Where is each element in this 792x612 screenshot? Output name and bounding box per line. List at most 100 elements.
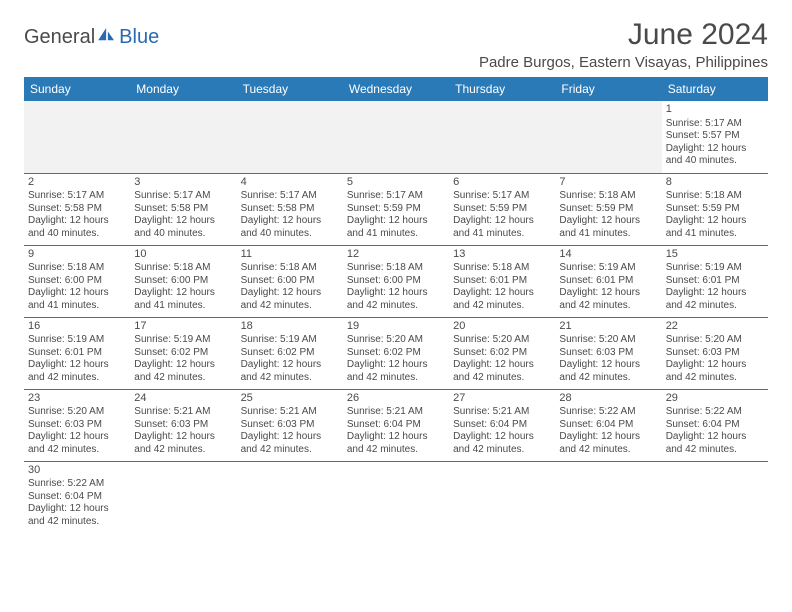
- day-cell: 28Sunrise: 5:22 AMSunset: 6:04 PMDayligh…: [555, 389, 661, 461]
- day-cell: 19Sunrise: 5:20 AMSunset: 6:02 PMDayligh…: [343, 317, 449, 389]
- sunset-text: Sunset: 5:59 PM: [559, 203, 657, 216]
- sunrise-text: Sunrise: 5:19 AM: [134, 334, 232, 347]
- day-cell: 30Sunrise: 5:22 AMSunset: 6:04 PMDayligh…: [24, 461, 130, 533]
- sunrise-text: Sunrise: 5:22 AM: [666, 406, 764, 419]
- sunset-text: Sunset: 6:04 PM: [666, 419, 764, 432]
- day-cell: 13Sunrise: 5:18 AMSunset: 6:01 PMDayligh…: [449, 245, 555, 317]
- daylight-text: Daylight: 12 hours and 42 minutes.: [347, 287, 445, 312]
- calendar-row: 16 Sunrise: 5:19 AM Sunset: 6:01 PM Dayligh…: [24, 317, 768, 389]
- sunrise-text: Sunrise: 5:18 AM: [241, 262, 339, 275]
- sunset-text: Sunset: 5:59 PM: [666, 203, 764, 216]
- weekday-header: Sunday: [24, 77, 130, 101]
- day-number: 24: [134, 392, 232, 406]
- sunrise-text: Sunrise: 5:17 AM: [241, 190, 339, 203]
- sunset-text: Sunset: 6:04 PM: [347, 419, 445, 432]
- day-number: 21: [559, 320, 657, 334]
- calendar-row: 30Sunrise: 5:22 AMSunset: 6:04 PMDayligh…: [24, 461, 768, 533]
- sunset-text: Sunset: 5:58 PM: [28, 203, 126, 216]
- sunset-text: Sunset: 6:04 PM: [28, 491, 126, 504]
- sunrise-text: Sunrise: 5:17 AM: [453, 190, 551, 203]
- calendar-row: 9Sunrise: 5:18 AMSunset: 6:00 PMDaylight…: [24, 245, 768, 317]
- empty-cell: [555, 461, 661, 533]
- empty-cell: [130, 101, 236, 173]
- daylight-text: Daylight: 12 hours and 42 minutes.: [241, 359, 339, 384]
- day-number: 11: [241, 248, 339, 262]
- day-cell: 21Sunrise: 5:20 AMSunset: 6:03 PMDayligh…: [555, 317, 661, 389]
- day-number: 14: [559, 248, 657, 262]
- sunrise-text: Sunrise: 5:22 AM: [28, 478, 126, 491]
- daylight-text: Daylight: 12 hours and 42 minutes.: [666, 431, 764, 456]
- daylight-text: Daylight: 12 hours and 42 minutes.: [347, 359, 445, 384]
- daylight-text: Daylight: 12 hours and 42 minutes.: [453, 359, 551, 384]
- sunset-text: Sunset: 5:59 PM: [453, 203, 551, 216]
- day-number: 5: [347, 176, 445, 190]
- daylight-text: Daylight: 12 hours and 41 minutes.: [134, 287, 232, 312]
- brand-part2: Blue: [119, 26, 159, 49]
- weekday-header-row: Sunday Monday Tuesday Wednesday Thursday…: [24, 77, 768, 101]
- calendar-row: 2Sunrise: 5:17 AMSunset: 5:58 PMDaylight…: [24, 173, 768, 245]
- weekday-header: Thursday: [449, 77, 555, 101]
- sunset-text: Sunset: 6:01 PM: [453, 275, 551, 288]
- day-cell: 7Sunrise: 5:18 AMSunset: 5:59 PMDaylight…: [555, 173, 661, 245]
- day-number: 8: [666, 176, 764, 190]
- sunset-text: Sunset: 6:01 PM: [28, 347, 126, 360]
- weekday-header: Wednesday: [343, 77, 449, 101]
- day-number: 12: [347, 248, 445, 262]
- sunset-text: Sunset: 6:00 PM: [241, 275, 339, 288]
- daylight-text: Daylight: 12 hours and 42 minutes.: [134, 359, 232, 384]
- day-cell: 17Sunrise: 5:19 AMSunset: 6:02 PMDayligh…: [130, 317, 236, 389]
- sunrise-text: Sunrise: 5:20 AM: [666, 334, 764, 347]
- day-number: 18: [241, 320, 339, 334]
- day-cell: 20Sunrise: 5:20 AMSunset: 6:02 PMDayligh…: [449, 317, 555, 389]
- day-cell: 15Sunrise: 5:19 AMSunset: 6:01 PMDayligh…: [662, 245, 768, 317]
- daylight-text: Daylight: 12 hours and 42 minutes.: [134, 431, 232, 456]
- sunrise-text: Sunrise: 5:17 AM: [347, 190, 445, 203]
- sunrise-text: Sunrise: 5:19 AM: [666, 262, 764, 275]
- day-number: 20: [453, 320, 551, 334]
- day-cell: 14Sunrise: 5:19 AMSunset: 6:01 PMDayligh…: [555, 245, 661, 317]
- sunset-text: Sunset: 6:02 PM: [453, 347, 551, 360]
- day-number: 3: [134, 176, 232, 190]
- empty-cell: [24, 101, 130, 173]
- sail-icon: [98, 28, 116, 42]
- daylight-text: Daylight: 12 hours and 42 minutes.: [559, 359, 657, 384]
- location-text: Padre Burgos, Eastern Visayas, Philippin…: [479, 54, 768, 71]
- calendar-page: General Blue June 2024 Padre Burgos, Eas…: [0, 0, 792, 543]
- empty-cell: [237, 461, 343, 533]
- sunset-text: Sunset: 5:58 PM: [134, 203, 232, 216]
- day-number: 25: [241, 392, 339, 406]
- sunset-text: Sunset: 6:02 PM: [241, 347, 339, 360]
- sunrise-text: Sunrise: 5:20 AM: [453, 334, 551, 347]
- empty-cell: [237, 101, 343, 173]
- empty-cell: [555, 101, 661, 173]
- sunrise-text: Sunrise: 5:20 AM: [28, 406, 126, 419]
- day-number: 1: [666, 103, 764, 117]
- day-number: 16: [28, 320, 126, 334]
- weekday-header: Saturday: [662, 77, 768, 101]
- sunrise-text: Sunrise: 5:20 AM: [347, 334, 445, 347]
- brand-logo: General Blue: [24, 26, 159, 49]
- sunrise-text: Sunrise: 5:18 AM: [559, 190, 657, 203]
- sunset-text: Sunset: 6:02 PM: [347, 347, 445, 360]
- day-cell: 5Sunrise: 5:17 AMSunset: 5:59 PMDaylight…: [343, 173, 449, 245]
- day-number: 28: [559, 392, 657, 406]
- sunset-text: Sunset: 6:00 PM: [134, 275, 232, 288]
- sunrise-text: Sunrise: 5:21 AM: [347, 406, 445, 419]
- sunrise-text: Sunrise: 5:17 AM: [666, 118, 764, 131]
- sunset-text: Sunset: 6:03 PM: [134, 419, 232, 432]
- daylight-text: Daylight: 12 hours and 42 minutes.: [241, 431, 339, 456]
- page-title: June 2024: [479, 18, 768, 52]
- day-number: 22: [666, 320, 764, 334]
- day-cell: 16Sunrise: 5:19 AMSunset: 6:01 PMDayligh…: [24, 317, 130, 389]
- daylight-text: Daylight: 12 hours and 40 minutes.: [28, 215, 126, 240]
- daylight-text: Daylight: 12 hours and 41 minutes.: [453, 215, 551, 240]
- day-number: 27: [453, 392, 551, 406]
- sunset-text: Sunset: 6:01 PM: [559, 275, 657, 288]
- calendar-body: 1Sunrise: 5:17 AMSunset: 5:57 PMDaylight…: [24, 101, 768, 533]
- sunrise-text: Sunrise: 5:17 AM: [134, 190, 232, 203]
- sunrise-text: Sunrise: 5:18 AM: [453, 262, 551, 275]
- title-block: June 2024 Padre Burgos, Eastern Visayas,…: [479, 18, 768, 71]
- day-number: 13: [453, 248, 551, 262]
- daylight-text: Daylight: 12 hours and 42 minutes.: [559, 287, 657, 312]
- day-cell: 10Sunrise: 5:18 AMSunset: 6:00 PMDayligh…: [130, 245, 236, 317]
